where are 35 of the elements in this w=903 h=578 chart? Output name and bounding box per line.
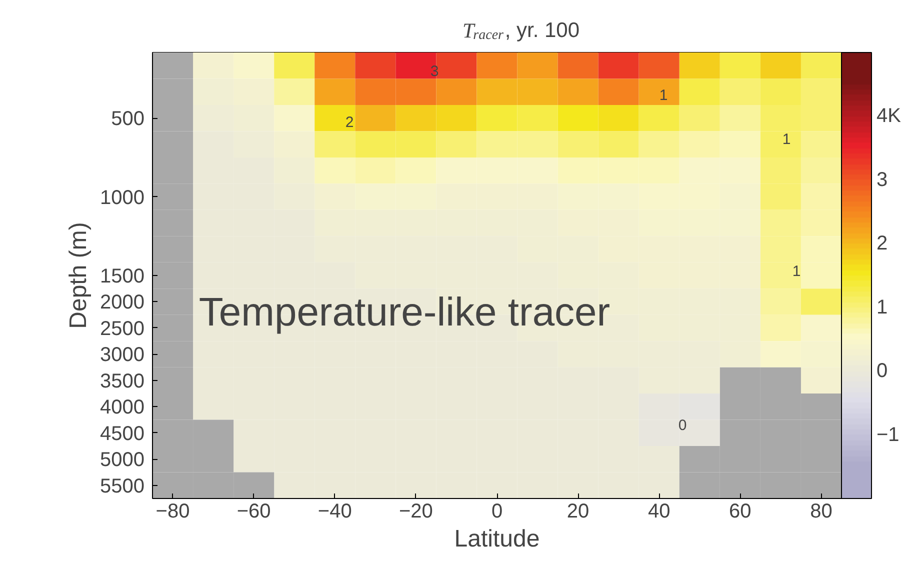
color-bar-label: 3 [876,168,888,191]
x-tick-label: 60 [729,500,752,522]
y-tick-label: 500 [111,108,145,130]
color-bar-label: 1 [876,296,888,318]
x-tick-label: −60 [236,500,271,522]
color-bar-label: 2 [876,232,888,255]
y-tick-label: 3000 [100,344,145,366]
annotation: 1 [782,131,791,148]
y-tick-label: 1000 [100,186,145,209]
y-tick-label: 2500 [100,318,145,340]
annotation: Temperature-like tracer [198,290,610,334]
x-tick-label: −20 [398,500,433,522]
y-tick-label: 1500 [100,266,145,288]
annotation: 3 [430,63,439,80]
y-tick-label: 5500 [100,475,145,498]
y-tick-label: 3500 [100,370,145,392]
x-tick-label: −40 [318,500,352,522]
annotation: 1 [659,87,668,104]
y-axis-title: Depth (m) [65,222,92,329]
y-tick-label: 5000 [100,449,145,472]
color-bar-label: −1 [876,424,900,446]
annotation: 1 [792,263,801,280]
y-tick-label: 2000 [100,292,145,314]
x-tick-label: 20 [566,500,590,522]
x-tick-label: 40 [648,500,670,522]
x-tick-label: 0 [491,500,503,522]
y-tick-label: 4000 [100,396,145,419]
annotation: 2 [345,114,354,131]
y-tick-label: 4500 [100,422,145,445]
annotation: 0 [678,417,687,434]
color-bar-label: 0 [876,360,888,382]
x-tick-label: −80 [156,500,190,522]
x-axis-title: Latitude [454,526,540,552]
color-bar-label: 4K [876,105,902,128]
x-tick-label: 80 [810,500,832,522]
